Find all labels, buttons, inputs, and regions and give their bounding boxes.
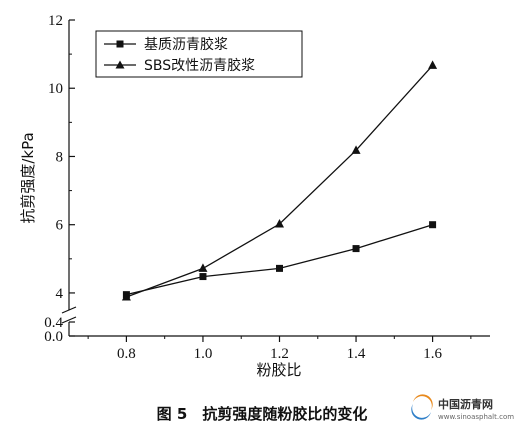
figure-caption: 图 5 抗剪强度随粉胶比的变化: [157, 405, 368, 423]
data-point-square: [199, 273, 207, 281]
legend-label-series-2: SBS改性沥青胶浆: [144, 57, 255, 74]
series-line-2: [126, 64, 434, 298]
x-axis-title: 粉胶比: [256, 361, 301, 379]
legend-box: [95, 30, 303, 78]
data-point-triangle: [275, 219, 284, 228]
y-tick-label: 8: [56, 149, 64, 165]
y-ticks: 4 6 8 10 12 0.00.4: [44, 13, 75, 345]
data-point-square: [352, 245, 360, 253]
data-point-triangle: [428, 60, 438, 69]
legend: 基质沥青胶浆 SBS改性沥青胶浆: [95, 30, 303, 78]
data-point-triangle: [121, 292, 131, 301]
legend-marker-triangle: [115, 60, 125, 69]
x-tick-label: 0.8: [117, 346, 136, 362]
x-tick-label: 1.0: [194, 346, 213, 362]
watermark: 中国沥青网 www.sinoasphalt.com: [411, 394, 514, 421]
y-tick-label: 0.0: [44, 329, 63, 345]
series-line-1: [126, 224, 433, 296]
watermark-logo-icon: [411, 394, 433, 420]
data-point-triangle: [351, 145, 361, 154]
y-tick-label: 4: [56, 286, 64, 302]
y-tick-label: 10: [48, 81, 63, 97]
y-tick-label: 12: [48, 13, 63, 29]
y-tick-label: 6: [56, 218, 64, 234]
x-tick-label: 1.4: [347, 346, 366, 362]
data-point-square: [429, 221, 437, 229]
x-tick-label: 1.2: [270, 346, 289, 362]
legend-label-series-1: 基质沥青胶浆: [144, 36, 228, 53]
legend-marker-square: [116, 40, 124, 48]
axis-break-mark-bottom: [61, 316, 77, 324]
series-layer: [121, 60, 438, 301]
y-tick-label: 0.4: [44, 315, 63, 331]
axis-break-mark-top: [61, 306, 77, 314]
x-tick-label: 1.6: [423, 346, 442, 362]
watermark-name: 中国沥青网: [438, 397, 493, 411]
x-ticks: 0.8 1.0 1.2 1.4 1.6: [87, 336, 472, 362]
y-axis-title: 抗剪强度/kPa: [19, 132, 37, 223]
data-point-triangle: [198, 263, 208, 272]
watermark-url: www.sinoasphalt.com: [438, 413, 514, 421]
data-point-square: [276, 264, 283, 272]
